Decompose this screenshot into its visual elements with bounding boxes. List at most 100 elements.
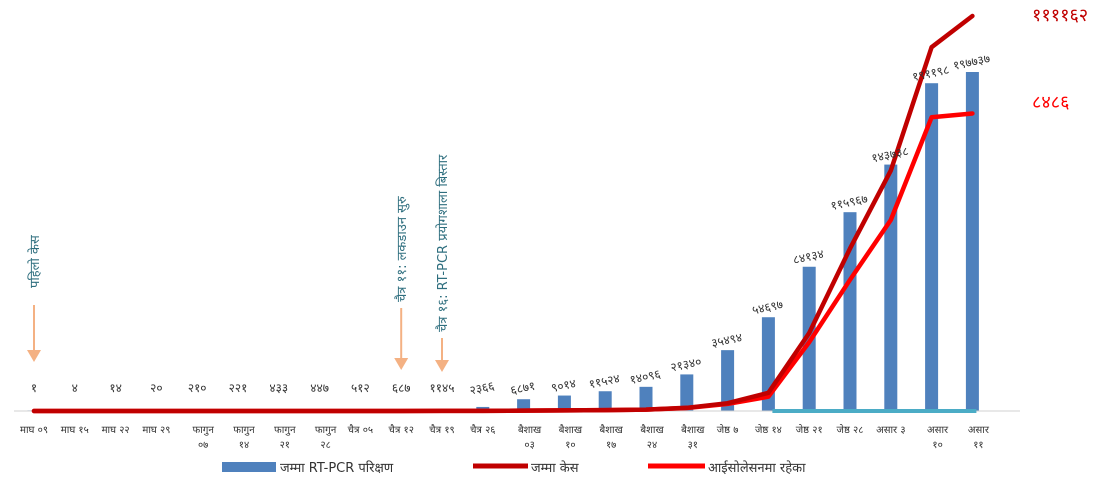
x-tick-21: असार ३	[876, 425, 905, 436]
x-tick-line: बैशाख	[681, 424, 705, 436]
data-label-9: ६८७	[392, 381, 411, 395]
x-tick-9: चैत्र १२	[388, 424, 413, 436]
x-tick-8: चैत्र ०५	[348, 424, 373, 436]
x-tick-14: बैशाख १७	[600, 424, 624, 451]
data-label-7: ४४७	[310, 381, 329, 395]
data-label-16: २१३४०	[669, 354, 702, 374]
x-tick-line: १७	[606, 440, 616, 451]
x-tick-6: फागुन २१	[274, 425, 296, 451]
data-label-10: ११४५	[430, 381, 455, 395]
x-tick-12: बैशाख ०३	[518, 424, 542, 451]
x-tick-line: असार ३	[876, 425, 905, 436]
x-tick-15: बैशाख २४	[640, 424, 664, 451]
x-tick-line: २८	[320, 440, 330, 451]
data-label-17: ३५४९४	[710, 330, 743, 350]
data-label-19: ८४१३४	[792, 247, 825, 267]
x-tick-line: असार	[927, 425, 949, 436]
x-tick-line: १४	[239, 440, 249, 451]
x-tick-line: चैत्र ०५	[348, 424, 373, 436]
x-tick-7: फागुन २८	[315, 425, 337, 451]
x-tick-18: जेष्ठ १४	[755, 424, 782, 436]
data-label-0: १	[31, 381, 37, 395]
x-tick-line: फागुन	[315, 425, 337, 436]
x-tick-line: माघ २९	[142, 425, 170, 436]
x-tick-line: ११	[973, 440, 983, 451]
x-tick-line: जेष्ठ २८	[837, 424, 864, 436]
x-tick-line: माघ ०९	[20, 425, 48, 436]
data-label-18: ५४६९७	[751, 297, 784, 317]
legend: जम्मा RT-PCR परिक्षण जम्मा केस आईसोलेसनम…	[222, 460, 806, 476]
data-label-4: २१०	[188, 381, 207, 395]
x-tick-line: जेष्ठ २१	[796, 424, 823, 436]
annotations: पहिलो केस चैत्र ११: लकडाउन सुरु चैत्र १६: …	[27, 154, 451, 372]
data-label-13: ९०१४	[550, 376, 577, 395]
data-label-1: ४	[72, 381, 78, 395]
x-tick-line: ३१	[688, 440, 698, 451]
x-tick-line: चैत्र २६	[470, 424, 495, 436]
x-tick-line: बैशाख	[559, 424, 583, 436]
x-tick-17: जेष्ठ ७	[717, 424, 739, 436]
x-tick-line: बैशाख	[640, 424, 664, 436]
x-tick-20: जेष्ठ २८	[837, 424, 864, 436]
x-tick-line: १०	[932, 440, 942, 451]
data-label-23: १९७७३७	[952, 51, 992, 72]
x-tick-0: माघ ०९	[20, 425, 48, 436]
x-tick-4: फागुन ०७	[192, 425, 214, 451]
series-lines	[34, 16, 972, 411]
data-label-22: १९११९८	[911, 63, 951, 84]
x-tick-line: बैशाख	[600, 424, 624, 436]
end-label-isolation: ८४८६	[1032, 92, 1069, 113]
annotation-text-1: चैत्र ११: लकडाउन सुरु	[394, 196, 410, 302]
data-label-8: ५१२	[351, 381, 370, 395]
line-series-1	[34, 16, 972, 411]
line-series-2	[34, 114, 972, 412]
legend-swatch-tests	[222, 462, 276, 472]
x-tick-line: २४	[647, 440, 657, 451]
x-tick-10: चैत्र १९	[429, 424, 454, 436]
annotation-arrow-head-1	[394, 358, 408, 370]
x-tick-13: बैशाख १०	[559, 424, 583, 451]
annotation-text-2: चैत्र १६: RT-PCR प्रयोगशाला बिस्तार	[435, 154, 451, 332]
data-label-14: ११५२४	[588, 371, 621, 391]
data-label-20: ११५९६७	[829, 192, 869, 213]
x-tick-16: बैशाख ३१	[681, 424, 705, 451]
legend-label-cases: जम्मा केस	[531, 460, 579, 476]
x-tick-line: फागुन	[274, 425, 296, 436]
annotation-arrow-head-2	[435, 360, 449, 372]
x-tick-line: चैत्र १९	[429, 424, 454, 436]
x-tick-23: असार ११	[968, 425, 990, 451]
data-label-3: २०	[150, 381, 162, 395]
x-tick-line: माघ २२	[102, 425, 130, 436]
annotation-text-0: पहिलो केस	[27, 235, 43, 288]
x-tick-line: १०	[565, 440, 575, 451]
bar-21	[884, 165, 897, 411]
x-tick-line: माघ १५	[61, 425, 89, 436]
end-label-total-cases: ११११६२	[1032, 5, 1088, 26]
data-label-5: २२१	[229, 381, 248, 395]
x-tick-line: फागुन	[233, 425, 255, 436]
x-tick-5: फागुन १४	[233, 425, 255, 451]
x-tick-3: माघ २९	[142, 425, 170, 436]
x-tick-19: जेष्ठ २१	[796, 424, 823, 436]
x-tick-line: बैशाख	[518, 424, 542, 436]
x-tick-1: माघ १५	[61, 425, 89, 436]
data-label-21: १४३७३८	[870, 144, 910, 165]
x-tick-line: फागुन	[192, 425, 214, 436]
bars	[28, 72, 979, 411]
x-tick-line: जेष्ठ ७	[717, 424, 739, 436]
data-label-6: ४३३	[269, 381, 288, 395]
annotation-arrow-head-0	[27, 350, 41, 362]
x-axis-ticks: माघ ०९ माघ १५ माघ २२ माघ २९ फागुन ०७फागुन १४फा…	[20, 424, 990, 451]
x-tick-line: जेष्ठ १४	[755, 424, 782, 436]
x-tick-11: चैत्र २६	[470, 424, 495, 436]
data-label-11: २३६६	[468, 379, 495, 398]
legend-label-tests: जम्मा RT-PCR परिक्षण	[280, 460, 394, 476]
x-tick-2: माघ २२	[102, 425, 130, 436]
bar-23	[966, 72, 979, 411]
x-tick-line: २१	[280, 440, 290, 451]
x-tick-22: असार १०	[927, 425, 949, 451]
data-label-2: १४	[109, 381, 121, 395]
x-tick-line: असार	[968, 425, 990, 436]
x-tick-line: चैत्र १२	[388, 424, 413, 436]
